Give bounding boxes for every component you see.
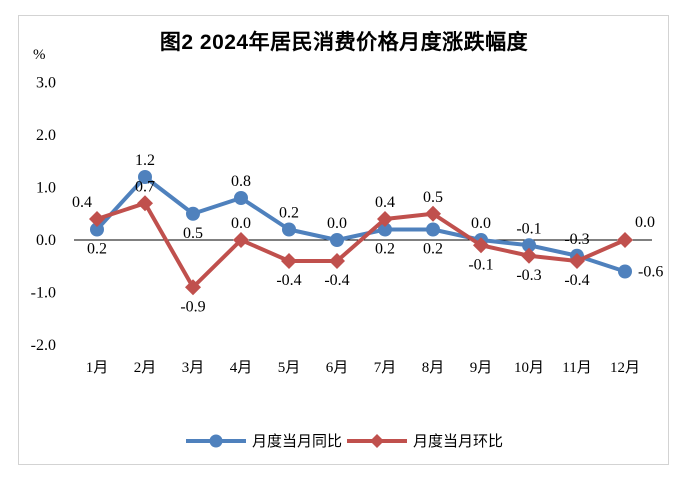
x-tick-label: 8月 bbox=[422, 360, 445, 376]
data-point-label: -0.6 bbox=[638, 264, 663, 281]
data-point-label: 0.5 bbox=[423, 189, 443, 206]
data-point-label: -0.3 bbox=[564, 231, 589, 248]
data-point-marker bbox=[185, 279, 201, 296]
x-tick-label: 11月 bbox=[562, 360, 591, 376]
data-point-marker bbox=[186, 206, 200, 221]
data-point-marker bbox=[281, 253, 297, 269]
series-line-0 bbox=[95, 175, 627, 274]
x-tick-label: 3月 bbox=[182, 360, 205, 376]
data-point-marker bbox=[378, 222, 392, 237]
data-point-marker bbox=[90, 222, 104, 237]
y-tick-label: -1.0 bbox=[31, 285, 56, 302]
data-point-marker bbox=[282, 222, 296, 237]
x-tick-label: 12月 bbox=[610, 360, 640, 376]
data-point-label: 0.5 bbox=[183, 225, 203, 242]
data-point-label: 0.2 bbox=[423, 241, 443, 258]
legend: 月度当月同比 月度当月环比 bbox=[18, 430, 670, 451]
data-point-marker bbox=[618, 264, 632, 279]
data-point-label: 0.7 bbox=[135, 178, 155, 195]
data-point-marker bbox=[473, 237, 489, 254]
data-point-marker bbox=[329, 253, 345, 269]
data-point-label: 0.0 bbox=[231, 215, 251, 232]
y-tick-label: 2.0 bbox=[36, 127, 56, 144]
data-point-label: -0.3 bbox=[516, 267, 541, 284]
data-point-label: 0.4 bbox=[72, 194, 92, 211]
x-tick-label: 6月 bbox=[326, 360, 349, 376]
y-tick-label: -2.0 bbox=[31, 337, 56, 354]
data-point-label: 0.2 bbox=[375, 241, 395, 258]
data-point-marker bbox=[522, 238, 536, 253]
data-point-marker bbox=[377, 211, 393, 227]
legend-marker-circle-icon bbox=[185, 434, 246, 447]
data-point-label: 0.2 bbox=[87, 241, 107, 258]
x-tick-label: 4月 bbox=[230, 360, 253, 376]
y-axis-unit-label: % bbox=[33, 47, 46, 63]
chart-title: 图2 2024年居民消费价格月度涨跌幅度 bbox=[159, 31, 529, 54]
x-tick-label: 1月 bbox=[86, 360, 109, 376]
data-point-marker bbox=[569, 253, 585, 269]
legend-item-mom: 月度当月环比 bbox=[346, 430, 503, 451]
y-tick-label: 0.0 bbox=[36, 232, 56, 249]
data-point-marker bbox=[233, 232, 249, 248]
x-tick-label: 7月 bbox=[374, 360, 397, 376]
legend-label-yoy: 月度当月同比 bbox=[251, 434, 342, 450]
data-point-marker bbox=[234, 191, 248, 205]
data-point-marker bbox=[617, 232, 633, 248]
data-point-label: 0.4 bbox=[375, 194, 395, 211]
legend-marker-diamond-icon bbox=[347, 433, 407, 448]
x-tick-label: 9月 bbox=[470, 360, 493, 376]
data-point-label: 0.0 bbox=[471, 215, 491, 232]
data-point-label: 1.2 bbox=[135, 152, 155, 169]
data-point-label: -0.4 bbox=[324, 272, 349, 289]
data-point-marker bbox=[89, 211, 105, 227]
data-point-label: 0.2 bbox=[279, 205, 299, 222]
data-point-marker bbox=[521, 247, 537, 264]
data-point-label: -0.4 bbox=[276, 272, 301, 289]
data-point-marker bbox=[425, 205, 441, 222]
data-point-label: -0.4 bbox=[564, 272, 589, 289]
data-point-marker bbox=[330, 233, 344, 247]
data-point-label: -0.9 bbox=[180, 298, 205, 315]
y-tick-label: 1.0 bbox=[36, 180, 56, 197]
data-point-marker bbox=[138, 170, 152, 184]
y-tick-label: 3.0 bbox=[36, 75, 56, 92]
data-point-label: 0.8 bbox=[231, 173, 251, 190]
legend-item-yoy: 月度当月同比 bbox=[185, 430, 342, 451]
data-point-label: -0.1 bbox=[468, 256, 493, 273]
x-tick-label: 10月 bbox=[514, 360, 544, 376]
data-point-label: 0.0 bbox=[635, 214, 655, 231]
series-line-1 bbox=[95, 201, 627, 290]
data-point-label: -0.1 bbox=[516, 220, 541, 237]
x-tick-label: 5月 bbox=[278, 360, 301, 376]
data-point-marker bbox=[426, 222, 440, 237]
legend-label-mom: 月度当月环比 bbox=[413, 434, 504, 450]
data-point-marker bbox=[137, 195, 153, 212]
x-tick-label: 2月 bbox=[134, 360, 157, 376]
data-point-label: 0.0 bbox=[327, 215, 347, 232]
